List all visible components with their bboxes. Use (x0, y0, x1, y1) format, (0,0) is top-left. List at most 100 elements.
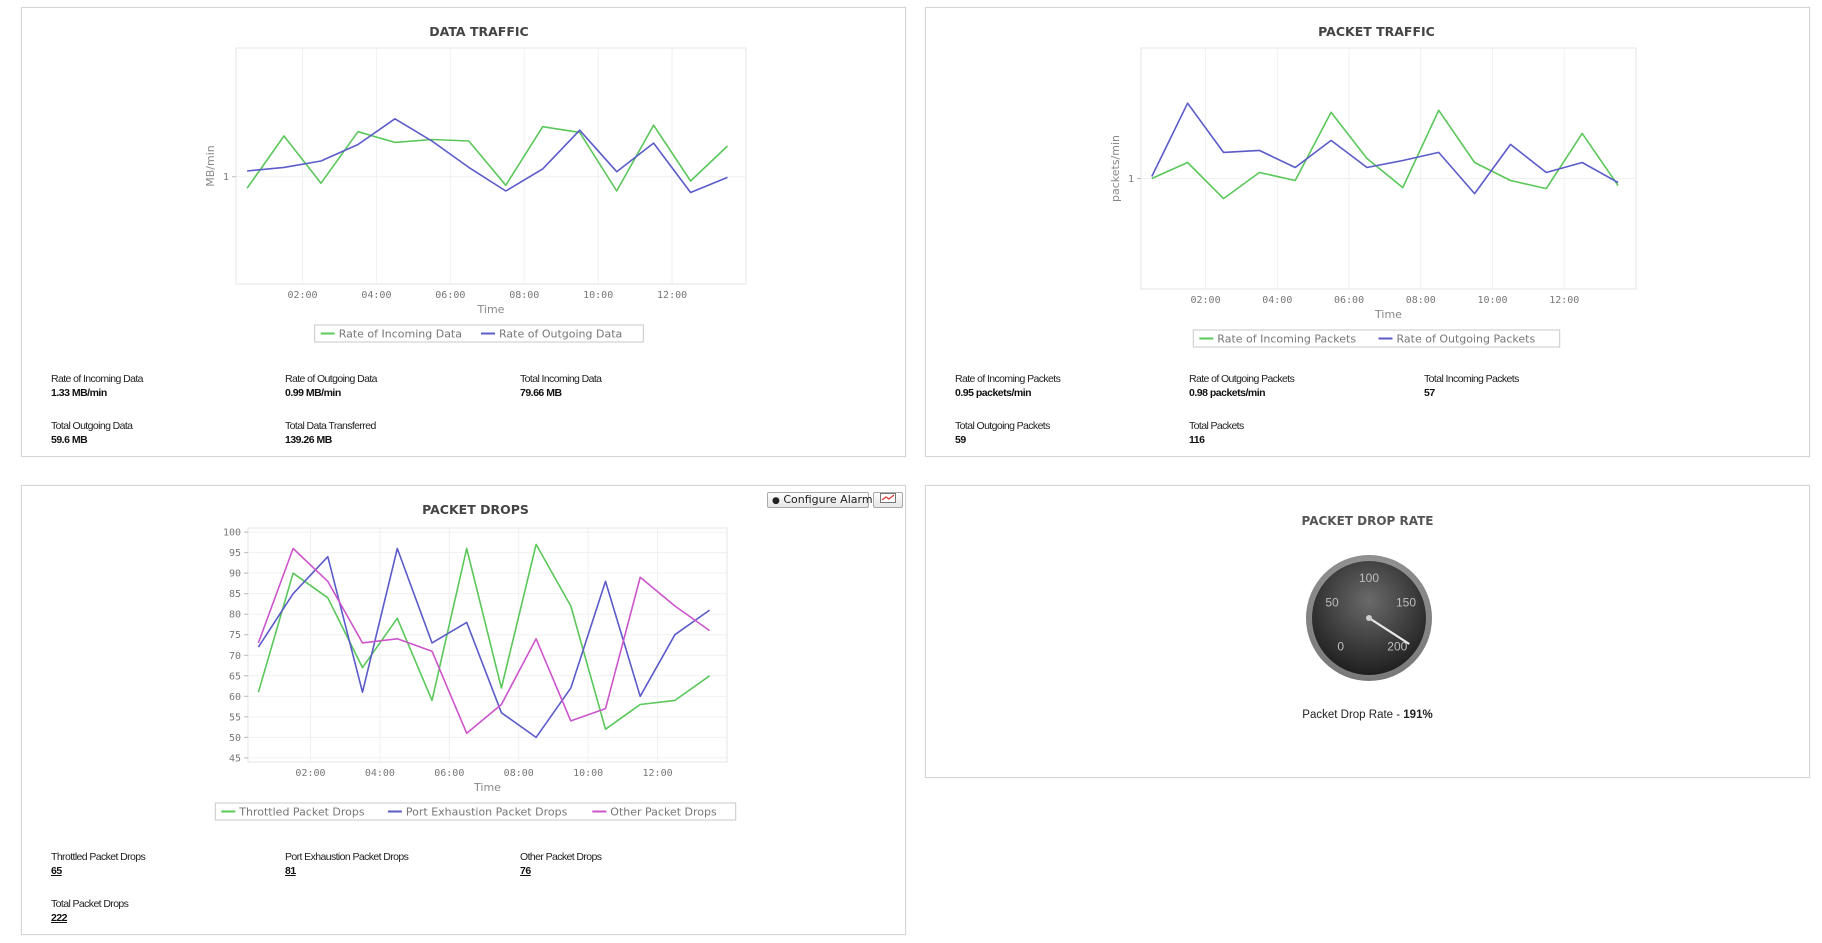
x-tick-label: 10:00 (1477, 295, 1507, 306)
stat-label: Total Packet Drops (51, 898, 129, 910)
stat-value: 0.95 packets/min (955, 387, 1032, 399)
stat-label: Total Data Transferred (285, 420, 376, 432)
y-tick-label: 95 (229, 548, 241, 559)
gauge-caption: Packet Drop Rate - 191% (926, 709, 1809, 721)
stat-label: Total Outgoing Packets (955, 420, 1050, 432)
series-line (1151, 109, 1619, 200)
stat-other-packet-drops: Other Packet Drops 76 (520, 851, 750, 877)
x-tick-label: 06:00 (434, 768, 464, 779)
y-tick-label: 60 (229, 692, 241, 703)
x-tick-label: 08:00 (504, 768, 534, 779)
x-tick-label: 10:00 (583, 290, 613, 301)
stat-label: Rate of Outgoing Packets (1189, 373, 1295, 385)
chart-export-icon (880, 493, 896, 503)
x-tick-label: 10:00 (573, 768, 603, 779)
stat-value: 0.98 packets/min (1189, 387, 1266, 399)
legend-label: Rate of Outgoing Packets (1397, 333, 1536, 346)
legend-label: Throttled Packet Drops (238, 806, 365, 819)
x-tick-label: 04:00 (1262, 295, 1292, 306)
series-line (257, 547, 711, 739)
x-tick-label: 08:00 (1406, 295, 1436, 306)
series-line (1151, 102, 1619, 195)
legend-box (1192, 329, 1561, 348)
x-tick-label: 12:00 (657, 290, 687, 301)
stat-value-link[interactable]: 76 (520, 865, 531, 877)
packet-drop-rate-panel: PACKET DROP RATE 0 50 100 150 200 Packet Dro… (925, 485, 1810, 778)
y-axis-label: packets/min (1109, 135, 1122, 202)
y-tick-label: 55 (229, 712, 241, 723)
x-axis-label: Time (1374, 308, 1402, 321)
stat-rate-outgoing-data: Rate of Outgoing Data 0.99 MB/min (285, 373, 515, 399)
stat-label: Port Exhaustion Packet Drops (285, 851, 409, 863)
gauge-tick-label: 150 (1396, 596, 1416, 610)
stat-total-packet-drops: Total Packet Drops 222 (51, 898, 281, 924)
stat-label: Rate of Incoming Data (51, 373, 143, 385)
legend-box (214, 802, 737, 821)
x-tick-label: 06:00 (435, 290, 465, 301)
stat-total-outgoing-packets: Total Outgoing Packets 59 (955, 420, 1185, 446)
y-tick-label: 85 (229, 589, 241, 600)
stat-label: Total Packets (1189, 420, 1244, 432)
legend-label: Rate of Outgoing Data (499, 328, 622, 341)
gauge-tick-label: 50 (1325, 596, 1339, 610)
stat-label: Rate of Incoming Packets (955, 373, 1061, 385)
stat-value: 1.33 MB/min (51, 387, 107, 399)
plot-area (235, 47, 747, 285)
data-traffic-chart-svg: DATA TRAFFIC 02:00 04:00 06:00 08:00 10:00 12:… (204, 24, 747, 343)
stat-value: 79.66 MB (520, 387, 562, 399)
y-tick-label: 45 (229, 753, 241, 764)
series-line (257, 543, 711, 730)
x-tick-label: 08:00 (509, 290, 539, 301)
series-line (247, 118, 728, 194)
gauge-tick-label: 0 (1337, 639, 1344, 653)
x-tick-label: 04:00 (361, 290, 391, 301)
y-tick-label: 1 (1128, 174, 1134, 185)
y-axis-label: MB/min (204, 145, 217, 187)
stat-label: Total Outgoing Data (51, 420, 133, 432)
gauge-needle (1367, 616, 1410, 645)
x-tick-label: 02:00 (287, 290, 317, 301)
packet-traffic-chart-svg: PACKET TRAFFIC 02:00 04:00 06:00 08:00 10:00 1… (1109, 24, 1637, 348)
stat-value-link[interactable]: 81 (285, 865, 296, 877)
packet-traffic-panel: PACKET TRAFFIC 02:00 04:00 06:00 08:00 10:00 1… (925, 7, 1810, 457)
stat-throttled-packet-drops: Throttled Packet Drops 65 (51, 851, 281, 877)
x-tick-label: 12:00 (1549, 295, 1579, 306)
gauge-pivot (1366, 615, 1372, 621)
stat-rate-outgoing-packets: Rate of Outgoing Packets 0.98 packets/mi… (1189, 373, 1419, 399)
gauge-tick-label: 100 (1359, 571, 1379, 585)
packet-drops-chart-svg: PACKET DROPS 02:00 04:00 06:00 08:00 10:00 12:… (214, 502, 737, 821)
plot-area (247, 527, 728, 763)
y-tick-label: 75 (229, 630, 241, 641)
chart-title: DATA TRAFFIC (429, 24, 528, 39)
alarm-icon: ● (772, 496, 780, 506)
chart-export-button[interactable] (873, 492, 903, 508)
gauge-title: PACKET DROP RATE (1301, 514, 1434, 528)
x-tick-label: 06:00 (1334, 295, 1364, 306)
stat-total-packets: Total Packets 116 (1189, 420, 1419, 446)
packet-drops-chart: PACKET DROPS 02:00 04:00 06:00 08:00 10:00 12:… (22, 486, 907, 841)
stat-value-link[interactable]: 65 (51, 865, 62, 877)
legend-label: Other Packet Drops (610, 806, 717, 819)
gauge-caption-value: 191% (1403, 709, 1433, 721)
data-traffic-panel: DATA TRAFFIC 02:00 04:00 06:00 08:00 10:00 12:… (21, 7, 906, 457)
x-tick-label: 02:00 (1191, 295, 1221, 306)
configure-alarms-label: Configure Alarms (783, 493, 879, 506)
x-axis-label: Time (473, 781, 501, 794)
stat-rate-incoming-data: Rate of Incoming Data 1.33 MB/min (51, 373, 281, 399)
gauge-svg: 0 50 100 150 200 (1306, 555, 1432, 681)
y-tick-label: 90 (229, 569, 241, 580)
y-tick-label: 70 (229, 651, 241, 662)
stat-label: Rate of Outgoing Data (285, 373, 377, 385)
x-tick-label: 02:00 (295, 768, 325, 779)
configure-alarms-button[interactable]: ● Configure Alarms (767, 492, 878, 508)
stat-port-exhaustion-packet-drops: Port Exhaustion Packet Drops 81 (285, 851, 515, 877)
stat-value-link[interactable]: 222 (51, 912, 68, 924)
stat-value: 116 (1189, 434, 1205, 446)
stat-label: Total Incoming Packets (1424, 373, 1519, 385)
y-tick-label: 65 (229, 671, 241, 682)
stat-value: 57 (1424, 387, 1435, 399)
stat-total-incoming-packets: Total Incoming Packets 57 (1424, 373, 1654, 399)
x-axis-label: Time (477, 303, 505, 316)
stat-value: 139.26 MB (285, 434, 332, 446)
chart-title: PACKET DROPS (422, 502, 529, 517)
